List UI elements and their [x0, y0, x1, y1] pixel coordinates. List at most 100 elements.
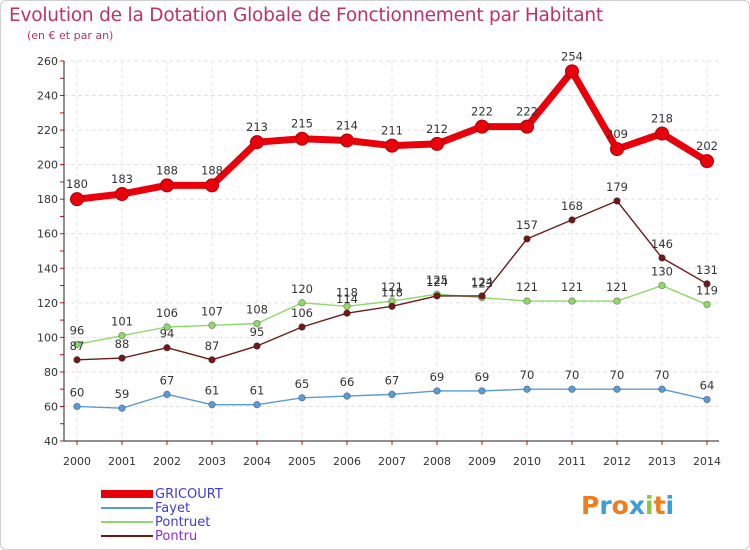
logo-letter: t: [653, 491, 666, 520]
y-tick-label: 180: [37, 193, 58, 206]
data-label-gricourt: 209: [606, 127, 628, 141]
data-label-pontruet: 121: [561, 280, 583, 294]
data-point-fayet: [658, 385, 666, 393]
data-point-pontruet: [523, 297, 531, 305]
y-tick-label: 120: [37, 297, 58, 310]
data-point-gricourt: [610, 142, 624, 157]
y-tick-label: 40: [44, 435, 58, 448]
data-point-pontru: [388, 302, 396, 310]
chart-subtitle: (en € et par an): [27, 29, 114, 42]
y-tick-label: 160: [37, 228, 58, 241]
data-label-gricourt: 214: [336, 118, 358, 132]
data-point-pontru: [253, 342, 261, 350]
y-tick-label: 240: [37, 90, 58, 103]
data-point-gricourt: [205, 178, 219, 193]
data-point-gricourt: [385, 138, 399, 153]
data-label-pontru: 131: [696, 263, 718, 277]
data-label-fayet: 60: [70, 385, 85, 399]
data-label-pontruet: 118: [336, 285, 358, 299]
data-label-pontru: 87: [70, 339, 85, 353]
x-tick-label: 2006: [333, 455, 361, 468]
data-label-pontruet: 106: [156, 306, 178, 320]
data-label-fayet: 66: [340, 375, 355, 389]
x-tick-label: 2004: [243, 455, 271, 468]
data-point-gricourt: [700, 154, 714, 169]
data-label-pontru: 88: [115, 337, 130, 351]
x-tick-label: 2013: [648, 455, 676, 468]
legend-label: Pontruet: [155, 514, 211, 530]
data-point-pontruet: [253, 319, 261, 328]
data-point-pontru: [658, 254, 666, 262]
data-label-pontru: 94: [160, 327, 175, 341]
data-label-fayet: 67: [385, 373, 400, 387]
data-point-pontru: [703, 280, 711, 288]
data-point-gricourt: [565, 64, 579, 79]
data-label-fayet: 70: [610, 368, 625, 382]
data-point-gricourt: [475, 119, 489, 134]
data-point-fayet: [343, 392, 351, 400]
data-point-fayet: [73, 402, 81, 411]
data-point-pontruet: [73, 340, 81, 348]
data-point-fayet: [253, 401, 261, 409]
x-tick-label: 2010: [513, 455, 541, 468]
data-point-pontruet: [658, 281, 666, 290]
chart-title: Evolution de la Dotation Globale de Fonc…: [9, 5, 603, 26]
data-point-pontru: [568, 216, 576, 224]
data-label-pontruet: 121: [606, 280, 628, 294]
data-point-pontruet: [208, 321, 216, 329]
data-point-pontruet: [343, 302, 351, 310]
data-point-pontru: [433, 292, 441, 300]
x-tick-label: 2000: [63, 455, 91, 468]
data-label-pontruet: 101: [111, 315, 133, 329]
data-point-pontru: [478, 292, 486, 300]
legend-item-pontruet: Pontruet: [101, 514, 211, 530]
y-tick-label: 260: [37, 55, 58, 68]
data-label-pontru: 106: [291, 306, 313, 320]
legend-swatch: [101, 535, 153, 537]
data-label-gricourt: 218: [651, 112, 673, 126]
legend-label: GRICOURT: [155, 486, 223, 502]
x-tick-label: 2001: [108, 455, 136, 468]
data-point-fayet: [118, 404, 126, 412]
data-label-pontru: 157: [516, 218, 538, 232]
data-label-gricourt: 222: [471, 105, 493, 119]
data-label-fayet: 67: [160, 373, 175, 387]
data-label-pontruet: 120: [291, 282, 313, 296]
data-label-pontru: 87: [205, 339, 220, 353]
logo-letter: P: [581, 491, 600, 520]
data-point-pontru: [523, 235, 531, 243]
legend-item-pontru: Pontru: [101, 529, 197, 544]
y-tick-label: 100: [37, 331, 58, 344]
data-point-fayet: [298, 394, 306, 402]
data-label-pontru: 179: [606, 180, 628, 194]
data-point-pontruet: [703, 300, 711, 309]
data-label-gricourt: 202: [696, 139, 718, 153]
data-label-pontru: 146: [651, 237, 673, 251]
logo-letter: o: [611, 491, 629, 520]
data-point-pontruet: [298, 299, 306, 307]
data-label-fayet: 70: [655, 368, 670, 382]
data-point-gricourt: [430, 136, 444, 151]
legend-item-fayet: Fayet: [101, 501, 190, 516]
data-point-fayet: [613, 385, 621, 393]
logo-letter: i: [645, 491, 654, 520]
y-tick-label: 80: [44, 366, 58, 379]
data-point-fayet: [478, 387, 486, 395]
data-label-gricourt: 183: [111, 172, 133, 186]
data-point-pontru: [163, 344, 171, 352]
y-tick-label: 60: [44, 400, 58, 413]
data-label-pontruet: 121: [381, 280, 403, 294]
proxiti-logo: Proxiti: [581, 491, 674, 520]
data-label-fayet: 64: [700, 379, 715, 393]
data-label-pontru: 114: [336, 292, 358, 306]
legend-swatch: [101, 490, 153, 498]
data-point-gricourt: [655, 126, 669, 141]
data-label-gricourt: 215: [291, 117, 313, 131]
data-point-pontru: [613, 197, 621, 205]
data-point-pontru: [343, 309, 351, 317]
data-label-fayet: 69: [475, 370, 490, 384]
legend-swatch: [101, 521, 153, 523]
data-point-pontru: [118, 354, 126, 362]
data-point-gricourt: [295, 131, 309, 146]
